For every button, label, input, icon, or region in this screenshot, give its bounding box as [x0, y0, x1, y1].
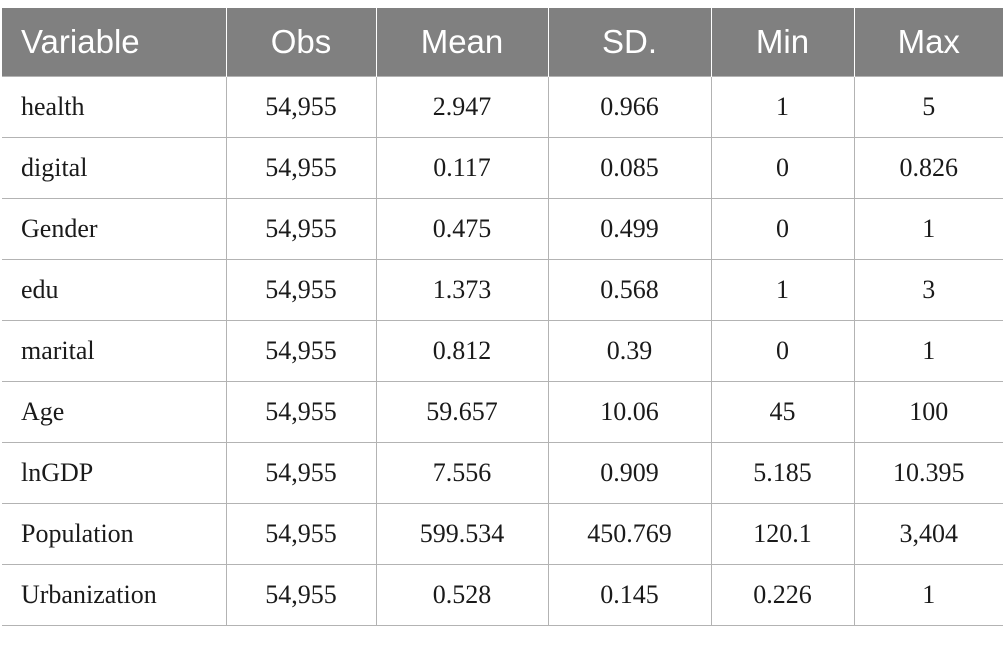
cell-variable: health	[2, 76, 227, 138]
cell-obs: 54,955	[225, 503, 377, 565]
cell-mean: 0.528	[375, 564, 549, 626]
cell-sd: 0.909	[547, 442, 712, 504]
cell-obs: 54,955	[225, 76, 377, 138]
cell-mean: 7.556	[375, 442, 549, 504]
header-obs: Obs	[225, 8, 377, 77]
table-row: Age 54,955 59.657 10.06 45 100	[2, 381, 1003, 443]
cell-obs: 54,955	[225, 198, 377, 260]
cell-max: 3,404	[853, 503, 1003, 565]
cell-obs: 54,955	[225, 381, 377, 443]
cell-variable: digital	[2, 137, 227, 199]
cell-sd: 0.499	[547, 198, 712, 260]
cell-min: 1	[710, 76, 855, 138]
table-row: Gender 54,955 0.475 0.499 0 1	[2, 198, 1003, 260]
cell-variable: lnGDP	[2, 442, 227, 504]
header-min: Min	[710, 8, 855, 77]
cell-min: 5.185	[710, 442, 855, 504]
cell-max: 0.826	[853, 137, 1003, 199]
header-variable: Variable	[2, 8, 227, 77]
cell-mean: 59.657	[375, 381, 549, 443]
table-header: Variable Obs Mean SD. Min Max	[2, 8, 1003, 77]
cell-obs: 54,955	[225, 320, 377, 382]
cell-mean: 2.947	[375, 76, 549, 138]
table-row: Population 54,955 599.534 450.769 120.1 3,404	[2, 503, 1003, 565]
cell-mean: 1.373	[375, 259, 549, 321]
cell-obs: 54,955	[225, 137, 377, 199]
cell-obs: 54,955	[225, 442, 377, 504]
table-row: edu 54,955 1.373 0.568 1 3	[2, 259, 1003, 321]
table-row: Urbanization 54,955 0.528 0.145 0.226 1	[2, 564, 1003, 626]
cell-mean: 599.534	[375, 503, 549, 565]
descriptive-statistics-table: Variable Obs Mean SD. Min Max health 54,9…	[2, 8, 1003, 626]
cell-mean: 0.117	[375, 137, 549, 199]
cell-min: 0	[710, 137, 855, 199]
header-max: Max	[853, 8, 1003, 77]
table-row: lnGDP 54,955 7.556 0.909 5.185 10.395	[2, 442, 1003, 504]
cell-sd: 0.966	[547, 76, 712, 138]
cell-min: 0	[710, 320, 855, 382]
cell-sd: 0.145	[547, 564, 712, 626]
cell-min: 0	[710, 198, 855, 260]
cell-variable: Urbanization	[2, 564, 227, 626]
cell-min: 120.1	[710, 503, 855, 565]
cell-min: 0.226	[710, 564, 855, 626]
cell-max: 5	[853, 76, 1003, 138]
cell-variable: edu	[2, 259, 227, 321]
cell-min: 45	[710, 381, 855, 443]
cell-variable: Gender	[2, 198, 227, 260]
cell-sd: 0.39	[547, 320, 712, 382]
table-body: health 54,955 2.947 0.966 1 5 digital 54,955 0.1…	[2, 76, 1003, 626]
cell-variable: Population	[2, 503, 227, 565]
header-mean: Mean	[375, 8, 549, 77]
cell-max: 3	[853, 259, 1003, 321]
cell-variable: marital	[2, 320, 227, 382]
cell-mean: 0.812	[375, 320, 549, 382]
header-row: Variable Obs Mean SD. Min Max	[2, 8, 1003, 77]
cell-obs: 54,955	[225, 564, 377, 626]
cell-variable: Age	[2, 381, 227, 443]
cell-max: 1	[853, 320, 1003, 382]
cell-max: 1	[853, 564, 1003, 626]
cell-min: 1	[710, 259, 855, 321]
table-row: digital 54,955 0.117 0.085 0 0.826	[2, 137, 1003, 199]
header-sd: SD.	[547, 8, 712, 77]
table-row: marital 54,955 0.812 0.39 0 1	[2, 320, 1003, 382]
cell-sd: 0.568	[547, 259, 712, 321]
cell-max: 1	[853, 198, 1003, 260]
cell-max: 10.395	[853, 442, 1003, 504]
cell-max: 100	[853, 381, 1003, 443]
cell-mean: 0.475	[375, 198, 549, 260]
cell-obs: 54,955	[225, 259, 377, 321]
cell-sd: 450.769	[547, 503, 712, 565]
cell-sd: 10.06	[547, 381, 712, 443]
cell-sd: 0.085	[547, 137, 712, 199]
table-row: health 54,955 2.947 0.966 1 5	[2, 76, 1003, 138]
